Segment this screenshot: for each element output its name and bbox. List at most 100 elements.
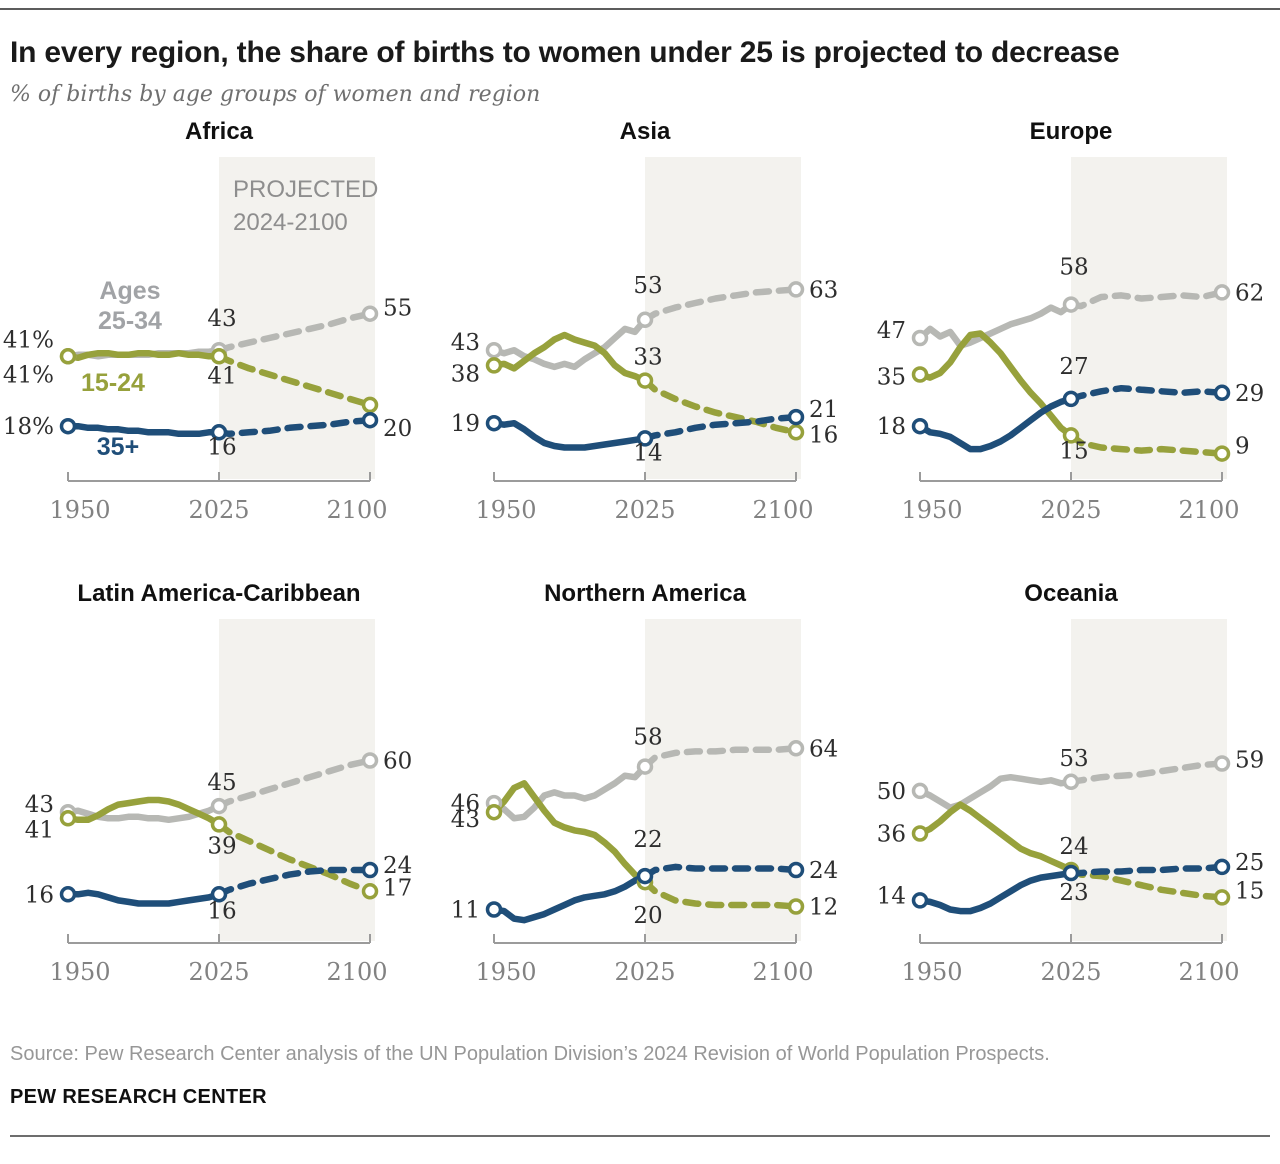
latin-america-caribbean-tick-2100: 2100 bbox=[326, 958, 387, 986]
oceania-15-24-label-2025: 24 bbox=[1059, 834, 1088, 860]
top-rule bbox=[0, 8, 1280, 10]
legend-35-plus: 35+ bbox=[97, 433, 139, 461]
northern-america-25-34-label-2025: 58 bbox=[633, 725, 662, 751]
europe-tick-2025: 2025 bbox=[1040, 496, 1101, 524]
europe-25-34-label-2100: 62 bbox=[1235, 280, 1264, 306]
africa-25-34-marker-2100 bbox=[361, 305, 379, 322]
northern-america-chart-title: Northern America bbox=[544, 583, 746, 607]
oceania-x-axis bbox=[919, 934, 1223, 944]
oceania-35+-label-2025: 23 bbox=[1059, 880, 1088, 906]
europe-35+-projected-line bbox=[1067, 384, 1226, 403]
europe-15-24-label-2025: 15 bbox=[1059, 438, 1088, 464]
oceania-35+-marker-2100 bbox=[1213, 858, 1231, 876]
latin-america-caribbean-35+-label-2100: 24 bbox=[383, 853, 412, 879]
latin-america-caribbean-15-24-label-2100: 17 bbox=[383, 875, 412, 901]
northern-america-15-24-historical-line bbox=[490, 780, 649, 886]
asia-25-34-historical-line bbox=[490, 316, 649, 371]
oceania-15-24-label-1950: 36 bbox=[877, 822, 906, 848]
latin-america-caribbean-35+-historical-line bbox=[64, 889, 223, 907]
page: In every region, the share of births to … bbox=[0, 8, 1280, 1137]
legend-15-24: 15-24 bbox=[81, 369, 145, 397]
northern-america-tick-2100: 2100 bbox=[752, 958, 813, 986]
latin-america-caribbean-x-axis bbox=[67, 934, 371, 944]
asia-25-34-label-1950: 43 bbox=[451, 330, 480, 356]
northern-america-tick-2025: 2025 bbox=[614, 958, 675, 986]
africa-25-34-projected-line bbox=[215, 310, 374, 354]
oceania-35+-marker-2025 bbox=[1062, 864, 1080, 882]
northern-america-15-24-marker-1950 bbox=[485, 803, 503, 821]
northern-america-25-34-label-1950: 46 bbox=[451, 791, 480, 817]
northern-america-35+-historical-line bbox=[490, 872, 649, 924]
africa-25-34-label-2025: 43 bbox=[207, 306, 236, 332]
latin-america-caribbean-35+-label-1950: 16 bbox=[25, 882, 54, 908]
asia-chart-title: Asia bbox=[620, 121, 671, 145]
europe-25-34-marker-2025 bbox=[1062, 296, 1080, 313]
northern-america-25-34-historical-line bbox=[490, 763, 649, 822]
northern-america-35+-label-1950: 11 bbox=[451, 898, 480, 924]
asia-15-24-marker-2100 bbox=[787, 424, 805, 441]
oceania-35+-historical-line bbox=[916, 869, 1075, 915]
asia-35+-marker-1950 bbox=[485, 414, 503, 432]
chart-northern-america-svg: Northern America 1950 2025 2100 46 58 64 43 20 12… bbox=[451, 583, 839, 986]
latin-america-caribbean-15-24-label-1950: 41 bbox=[25, 817, 54, 843]
asia-25-34-label-2100: 63 bbox=[809, 277, 838, 303]
page-subtitle: % of births by age groups of women and r… bbox=[10, 82, 541, 107]
oceania-15-24-historical-line bbox=[916, 801, 1075, 874]
asia-tick-2025: 2025 bbox=[614, 496, 675, 524]
europe-15-24-label-1950: 35 bbox=[877, 365, 906, 391]
chart-northern-america: Northern America 1950 2025 2100 46 58 64 43 20 12… bbox=[426, 583, 852, 1003]
europe-chart-title: Europe bbox=[1030, 121, 1113, 145]
europe-25-34-label-1950: 47 bbox=[877, 318, 906, 344]
brand-name: PEW RESEARCH CENTER bbox=[10, 1086, 267, 1108]
page-title: In every region, the share of births to … bbox=[10, 36, 1120, 69]
africa-chart-title: Africa bbox=[185, 121, 254, 145]
latin-america-caribbean-25-34-label-2025: 45 bbox=[207, 770, 236, 796]
africa-15-24-historical-line bbox=[64, 349, 223, 362]
northern-america-35+-marker-2025 bbox=[636, 867, 654, 885]
oceania-25-34-marker-2025 bbox=[1062, 773, 1080, 791]
asia-25-34-marker-2025 bbox=[636, 311, 654, 329]
northern-america-35+-marker-1950 bbox=[485, 901, 503, 918]
projected-note-line2: 2024-2100 bbox=[233, 209, 348, 236]
asia-15-24-projected-line bbox=[641, 377, 800, 436]
oceania-15-24-marker-2100 bbox=[1213, 889, 1231, 906]
northern-america-35+-label-2100: 24 bbox=[809, 858, 838, 884]
northern-america-projected-band bbox=[645, 619, 801, 941]
asia-35+-marker-2025 bbox=[636, 430, 654, 447]
northern-america-25-34-projected-line bbox=[641, 745, 800, 770]
africa-35+-marker-1950 bbox=[59, 417, 77, 435]
europe-15-24-marker-2100 bbox=[1213, 445, 1231, 462]
africa-35+-projected-line bbox=[215, 416, 374, 438]
latin-america-caribbean-35+-marker-1950 bbox=[59, 886, 77, 903]
europe-35+-label-1950: 18 bbox=[877, 414, 906, 440]
europe-projected-band bbox=[1071, 157, 1227, 479]
africa-tick-2100: 2100 bbox=[326, 496, 387, 524]
asia-35+-label-1950: 19 bbox=[451, 411, 480, 437]
europe-35+-marker-1950 bbox=[911, 417, 929, 435]
africa-35+-label-2025: 16 bbox=[207, 434, 236, 460]
africa-35+-historical-line bbox=[64, 422, 223, 438]
northern-america-25-34-label-2100: 64 bbox=[809, 736, 838, 762]
asia-25-34-label-2025: 53 bbox=[633, 273, 662, 299]
oceania-chart-title: Oceania bbox=[1024, 583, 1118, 607]
legend-ages-line2: 25-34 bbox=[98, 307, 162, 335]
oceania-25-34-label-1950: 50 bbox=[877, 779, 906, 805]
europe-15-24-marker-2025 bbox=[1062, 427, 1080, 444]
oceania-15-24-label-2100: 15 bbox=[1235, 878, 1264, 904]
northern-america-15-24-label-1950: 43 bbox=[451, 807, 480, 833]
asia-tick-2100: 2100 bbox=[752, 496, 813, 524]
oceania-tick-1950: 1950 bbox=[901, 958, 962, 986]
oceania-35+-projected-line bbox=[1067, 863, 1226, 877]
northern-america-15-24-label-2025: 20 bbox=[633, 903, 662, 929]
oceania-25-34-historical-line bbox=[916, 773, 1075, 811]
latin-america-caribbean-25-34-label-1950: 43 bbox=[25, 792, 54, 818]
northern-america-15-24-label-2100: 12 bbox=[809, 895, 838, 921]
latin-america-caribbean-35+-projected-line bbox=[215, 866, 374, 898]
africa-tick-2025: 2025 bbox=[188, 496, 249, 524]
latin-america-caribbean-15-24-marker-2025 bbox=[210, 816, 228, 833]
oceania-15-24-projected-line bbox=[1067, 866, 1226, 901]
northern-america-25-34-marker-2025 bbox=[636, 758, 654, 775]
charts-grid: Africa PROJECTED 2024-2100 1950 2025 2100 41% 4… bbox=[0, 121, 1280, 1003]
asia-15-24-historical-line bbox=[490, 331, 649, 384]
projected-note-line1: PROJECTED bbox=[233, 176, 378, 203]
